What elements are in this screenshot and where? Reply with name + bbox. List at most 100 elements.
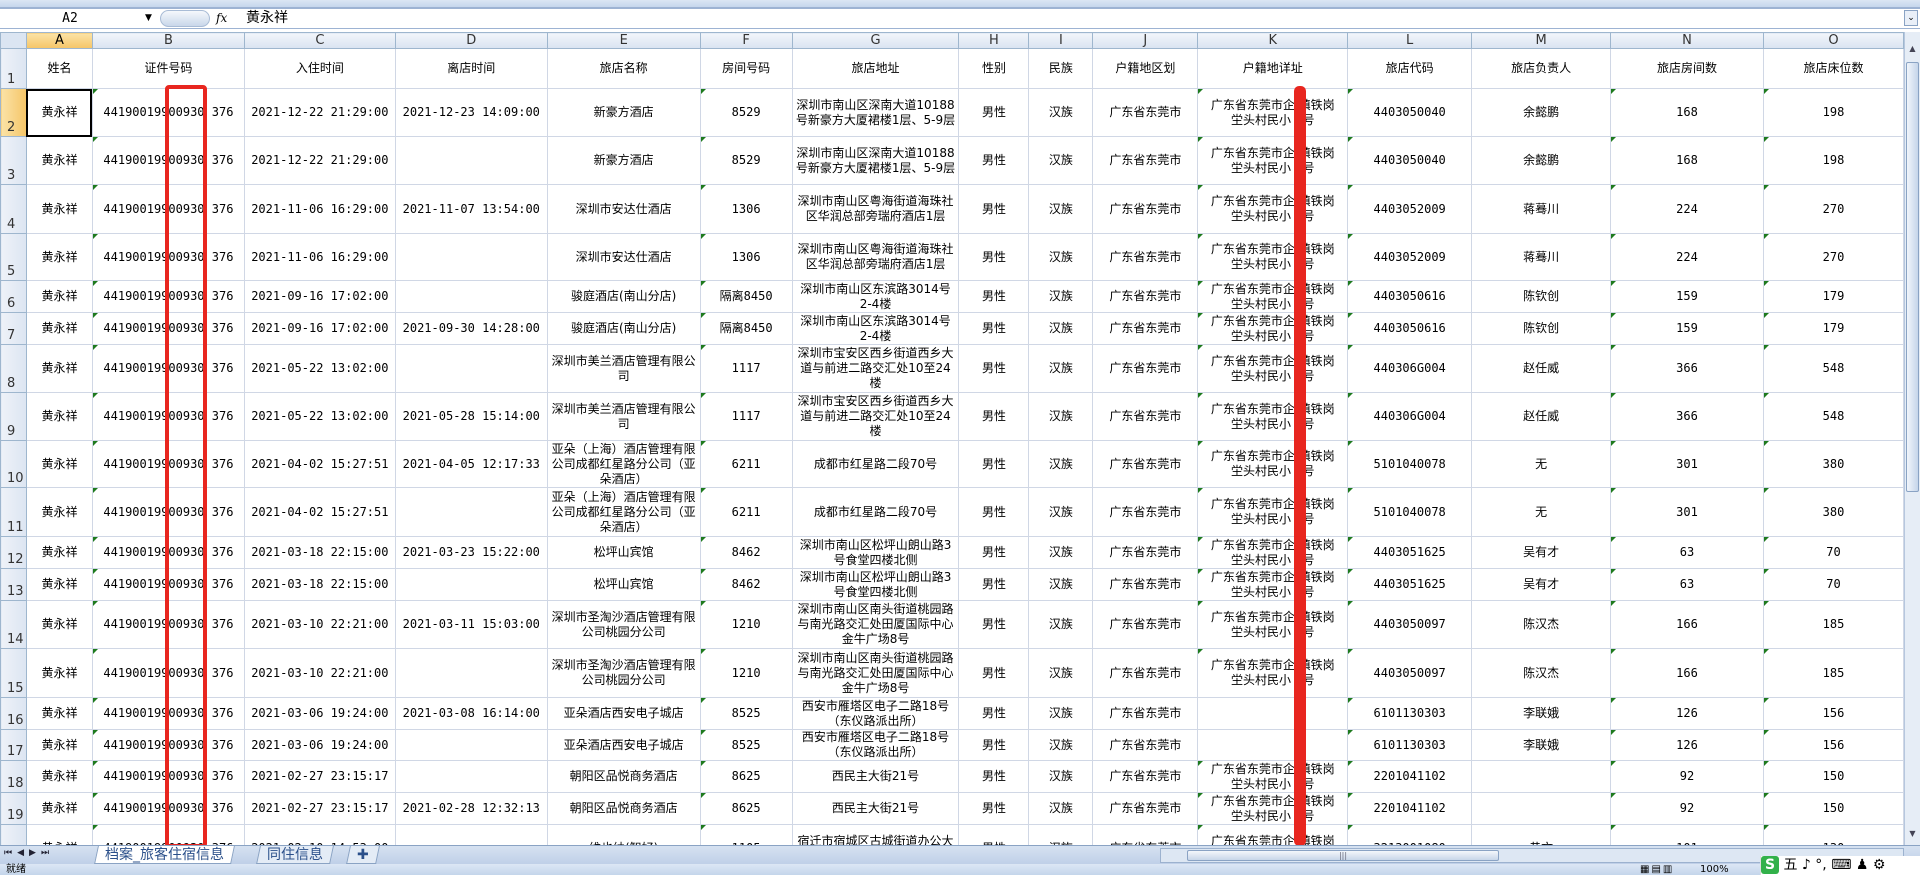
cell-e[interactable]: 骏庭酒店(南山分店) xyxy=(546,312,701,345)
cell-l[interactable]: 4403051625 xyxy=(1347,568,1473,601)
cell-f[interactable]: 8525 xyxy=(699,729,793,761)
row-header[interactable]: 10 xyxy=(0,440,27,488)
cell-d[interactable]: 2021-03-23 15:22:00 xyxy=(394,536,548,569)
cell-m[interactable]: 黄文 xyxy=(1471,824,1612,845)
cell-c[interactable]: 2021-03-18 22:15:00 xyxy=(243,536,396,569)
cell-d[interactable]: 2021-03-11 15:03:00 xyxy=(394,600,548,649)
cell-g[interactable]: 深圳市南山区深南大道10188号新豪方大厦裙楼1层、5-9层 xyxy=(791,136,960,185)
cell-b[interactable]: 44190019900930 376 xyxy=(91,536,245,569)
cell-h[interactable]: 男性 xyxy=(958,824,1030,845)
select-all-corner[interactable] xyxy=(0,32,27,49)
cell-i[interactable]: 汉族 xyxy=(1028,184,1094,234)
cell-h[interactable]: 男性 xyxy=(958,233,1030,281)
cell-a[interactable]: 黄永祥 xyxy=(25,729,93,761)
cell-f[interactable]: 1210 xyxy=(699,600,793,649)
cell-a[interactable]: 黄永祥 xyxy=(25,440,93,488)
cell-g[interactable]: 成都市红星路二段70号 xyxy=(791,487,960,537)
horizontal-scrollbar[interactable]: ||| xyxy=(1160,848,1904,863)
column-header-k[interactable]: K xyxy=(1197,32,1349,49)
column-title-cell[interactable]: 房间号码 xyxy=(699,48,793,89)
name-box-dropdown-icon[interactable]: ▼ xyxy=(145,13,152,23)
column-header-j[interactable]: J xyxy=(1092,32,1199,49)
expand-formula-bar-icon[interactable]: ⌄ xyxy=(1904,10,1918,26)
cell-k[interactable]: 广东省东莞市企 镇铁岗 坣头村民小 0号 xyxy=(1197,280,1349,313)
zoom-level[interactable]: 100% xyxy=(1700,864,1729,875)
cell-e[interactable]: 骏庭酒店(南山分店) xyxy=(546,280,701,313)
cell-n[interactable]: 301 xyxy=(1610,440,1764,488)
cell-i[interactable]: 汉族 xyxy=(1028,648,1094,698)
cell-j[interactable]: 广东省东莞市 xyxy=(1092,184,1199,234)
cell-i[interactable]: 汉族 xyxy=(1028,568,1094,601)
column-title-cell[interactable]: 姓名 xyxy=(25,48,93,89)
cell-a[interactable]: 黄永祥 xyxy=(25,600,93,649)
cell-c[interactable]: 2021-03-06 19:24:00 xyxy=(243,729,396,761)
cell-n[interactable]: 126 xyxy=(1610,697,1764,730)
column-title-cell[interactable]: 旅店地址 xyxy=(791,48,960,89)
row-header[interactable]: 15 xyxy=(0,648,27,698)
cell-k[interactable]: 广东省东莞市企 镇铁岗 坣头村民小 0号 xyxy=(1197,568,1349,601)
cell-i[interactable]: 汉族 xyxy=(1028,312,1094,345)
cell-h[interactable]: 男性 xyxy=(958,600,1030,649)
cell-n[interactable]: 301 xyxy=(1610,487,1764,537)
cell-k[interactable]: 广东省东莞市企 镇铁岗 坣头村民小 0号 xyxy=(1197,344,1349,393)
cell-o[interactable]: 198 xyxy=(1762,136,1904,185)
cell-i[interactable]: 汉族 xyxy=(1028,344,1094,393)
cell-m[interactable]: 蒋蓦川 xyxy=(1471,184,1612,234)
cell-e[interactable]: 深圳市圣淘沙酒店管理有限公司桃园分公司 xyxy=(546,600,701,649)
cell-f[interactable]: 6211 xyxy=(699,440,793,488)
row-header[interactable]: 1 xyxy=(0,48,27,89)
column-title-cell[interactable]: 户籍地详址 xyxy=(1197,48,1349,89)
cell-f[interactable]: 8625 xyxy=(699,792,793,825)
cell-i[interactable]: 汉族 xyxy=(1028,536,1094,569)
row-header[interactable]: 18 xyxy=(0,760,27,793)
cell-n[interactable]: 168 xyxy=(1610,88,1764,137)
cell-g[interactable]: 深圳市南山区粤海街道海珠社区华润总部旁瑞府酒店1层 xyxy=(791,184,960,234)
cell-i[interactable]: 汉族 xyxy=(1028,697,1094,730)
cell-g[interactable]: 西民主大街21号 xyxy=(791,792,960,825)
cell-l[interactable]: 4403052009 xyxy=(1347,184,1473,234)
cell-n[interactable]: 159 xyxy=(1610,280,1764,313)
column-title-cell[interactable]: 民族 xyxy=(1028,48,1094,89)
cell-n[interactable]: 224 xyxy=(1610,184,1764,234)
cell-l[interactable]: 2201041102 xyxy=(1347,760,1473,793)
cell-o[interactable]: 179 xyxy=(1762,312,1904,345)
cell-k[interactable]: 广东省东莞市企 镇铁岗 坣头村民小 0号 xyxy=(1197,312,1349,345)
cell-e[interactable]: 亚朵酒店西安电子城店 xyxy=(546,697,701,730)
cell-h[interactable]: 男性 xyxy=(958,280,1030,313)
cell-b[interactable]: 44190019900930 376 xyxy=(91,600,245,649)
cell-f[interactable]: 8625 xyxy=(699,760,793,793)
cell-f[interactable]: 隔离8450 xyxy=(699,280,793,313)
cell-m[interactable]: 吴有才 xyxy=(1471,536,1612,569)
spreadsheet-grid[interactable]: A B C D E F G H I J K L M N O 1 姓名 证件号码 入住时间 离店时间 旅店名称 房间号码 旅店… xyxy=(0,32,1904,845)
cell-f[interactable]: 8529 xyxy=(699,88,793,137)
cell-j[interactable]: 广东省东莞市 xyxy=(1092,824,1199,845)
cell-c[interactable]: 2021-02-10 14:53:00 xyxy=(243,824,396,845)
cell-i[interactable]: 汉族 xyxy=(1028,440,1094,488)
cell-a[interactable]: 黄永祥 xyxy=(25,760,93,793)
cell-k[interactable]: 广东省东莞市企 镇铁岗 坣头村民小 0号 xyxy=(1197,760,1349,793)
cell-h[interactable]: 男性 xyxy=(958,697,1030,730)
row-header[interactable]: 8 xyxy=(0,344,27,393)
cell-d[interactable]: 2021-12-23 14:09:00 xyxy=(394,88,548,137)
cell-g[interactable]: 深圳市南山区南头街道桃园路与南光路交汇处田厦国际中心金牛广场8号 xyxy=(791,600,960,649)
column-header-n[interactable]: N xyxy=(1610,32,1764,49)
horizontal-scroll-thumb[interactable]: ||| xyxy=(1187,850,1499,861)
cell-i[interactable]: 汉族 xyxy=(1028,88,1094,137)
cell-i[interactable]: 汉族 xyxy=(1028,392,1094,441)
cell-c[interactable]: 2021-02-27 23:15:17 xyxy=(243,792,396,825)
cell-i[interactable]: 汉族 xyxy=(1028,136,1094,185)
cell-h[interactable]: 男性 xyxy=(958,487,1030,537)
cell-c[interactable]: 2021-09-16 17:02:00 xyxy=(243,312,396,345)
cell-e[interactable]: 深圳市圣淘沙酒店管理有限公司桃园分公司 xyxy=(546,648,701,698)
cell-b[interactable]: 44190019900930 376 xyxy=(91,824,245,845)
cell-d[interactable] xyxy=(394,487,548,537)
cell-j[interactable]: 广东省东莞市 xyxy=(1092,280,1199,313)
cell-h[interactable]: 男性 xyxy=(958,184,1030,234)
cell-h[interactable]: 男性 xyxy=(958,760,1030,793)
cell-g[interactable]: 西民主大街21号 xyxy=(791,760,960,793)
cell-b[interactable]: 44190019900930 376 xyxy=(91,392,245,441)
row-header[interactable]: 3 xyxy=(0,136,27,185)
cell-j[interactable]: 广东省东莞市 xyxy=(1092,536,1199,569)
cell-j[interactable]: 广东省东莞市 xyxy=(1092,600,1199,649)
column-header-m[interactable]: M xyxy=(1471,32,1612,49)
